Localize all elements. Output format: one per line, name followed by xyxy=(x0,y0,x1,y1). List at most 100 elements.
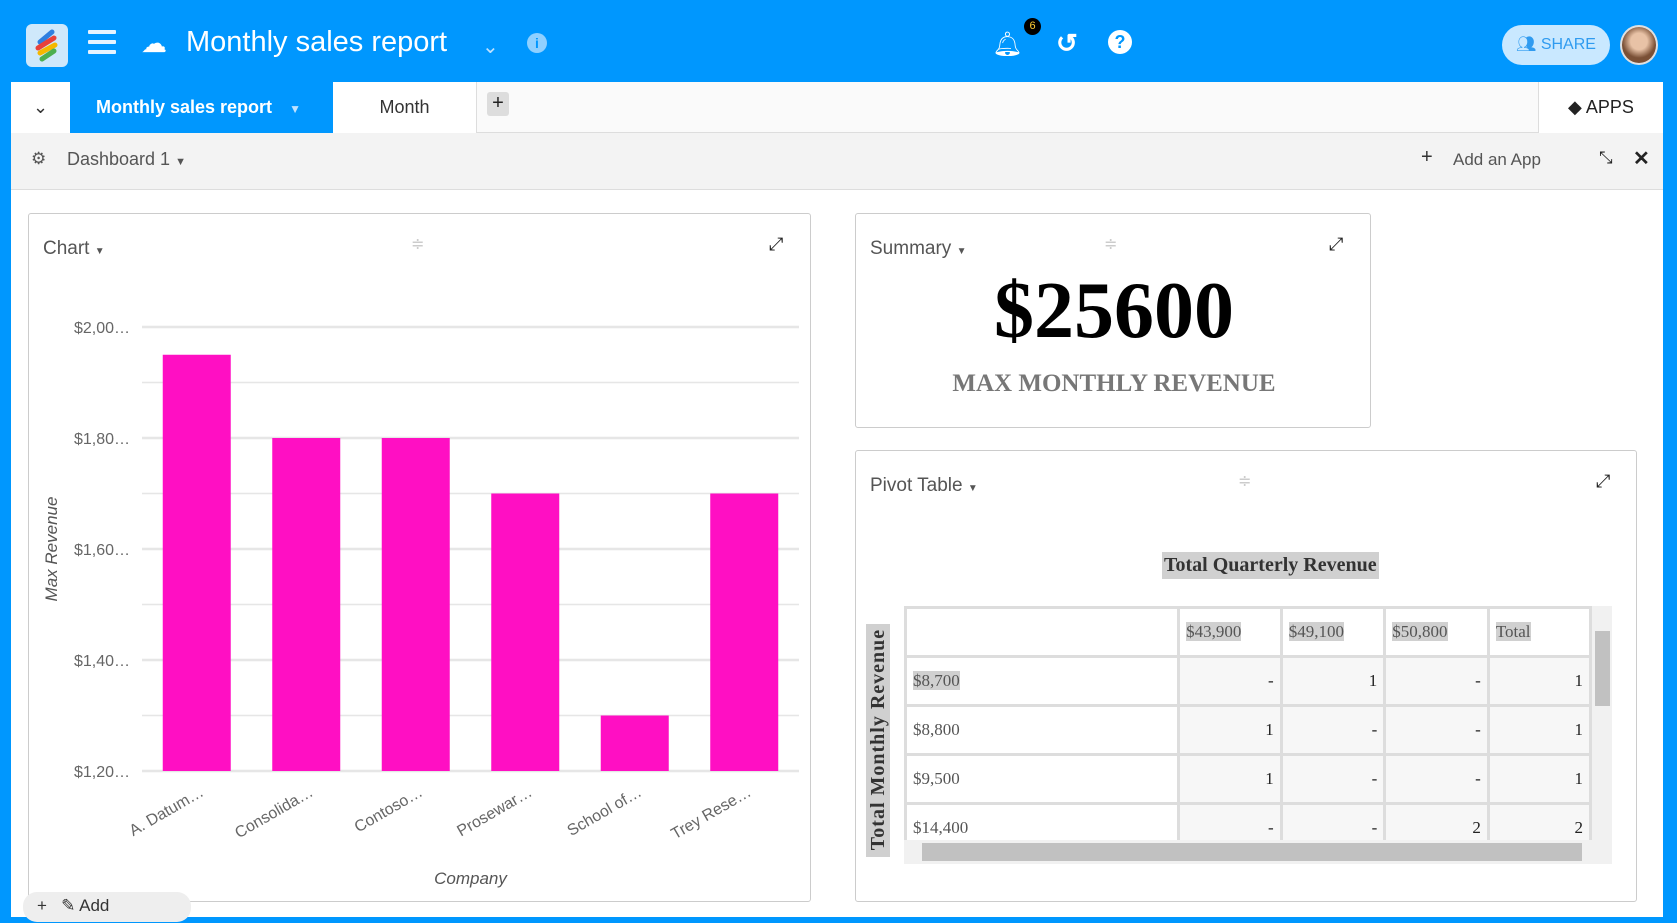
expand-icon[interactable]: ⤢ xyxy=(1329,234,1344,254)
pivot-column-header: $49,100 xyxy=(1279,606,1387,658)
scrollbar-thumb[interactable] xyxy=(1595,631,1610,706)
x-tick-label: Prosewar… xyxy=(454,784,535,841)
shrink-icon[interactable]: ⤡ xyxy=(1599,148,1613,167)
y-tick-label: $1,20… xyxy=(74,764,130,781)
add-widget-button[interactable]: + ✎ Add xyxy=(23,892,191,922)
pivot-row-title: Total Monthly Revenue xyxy=(867,628,889,851)
bar xyxy=(162,354,231,771)
pivot-corner-cell xyxy=(904,606,1181,658)
menu-icon[interactable] xyxy=(88,30,116,56)
column-label: $43,900 xyxy=(1186,622,1242,641)
x-axis-label: Company xyxy=(434,869,508,888)
table-cell: 1 xyxy=(1486,704,1592,756)
dashboard-selector[interactable]: Dashboard 1 ▼ xyxy=(67,149,186,170)
share-button[interactable]: 👥︎ SHARE xyxy=(1502,25,1610,65)
drag-handle-icon[interactable]: ≑ xyxy=(411,236,425,253)
avatar[interactable] xyxy=(1620,25,1658,65)
summary-value: $25600 xyxy=(994,267,1234,355)
caret-down-icon: ▼ xyxy=(175,156,186,168)
y-tick-label: $1,40… xyxy=(74,653,130,670)
panel-title: Pivot Table xyxy=(870,475,963,496)
notification-badge: 6 xyxy=(1024,18,1041,35)
bar xyxy=(272,438,341,771)
bar xyxy=(600,715,669,771)
pivot-table-panel: Pivot Table ▼ ≑ ⤢ Total Quarterly Revenu… xyxy=(855,450,1637,902)
close-icon[interactable]: ✕ xyxy=(1633,148,1650,170)
pivot-table: $43,900 $49,100 $50,800 Total $8,700-1-1… xyxy=(904,606,1592,840)
column-label: $49,100 xyxy=(1288,622,1344,641)
add-tab-button[interactable]: + xyxy=(487,92,509,116)
pivot-column-header: $43,900 xyxy=(1177,606,1283,658)
table-cell: 1 xyxy=(1486,655,1592,707)
top-bar: ☁ Monthly sales report ⌄ i 🔔︎ 6 ↺ ? 👥︎ S… xyxy=(0,0,1677,82)
table-cell: - xyxy=(1279,802,1387,840)
pivot-row-title-box: Total Monthly Revenue xyxy=(866,624,890,857)
add-app-button[interactable]: Add an App xyxy=(1453,150,1541,169)
x-tick-label: Trey Rese… xyxy=(668,784,754,843)
expand-icon[interactable]: ⤢ xyxy=(1596,471,1611,491)
dashboard-icon: ⚙ xyxy=(31,149,47,168)
y-tick-label: $1,80… xyxy=(74,431,130,448)
cloud-sync-icon: ☁ xyxy=(141,28,167,58)
table-cell: - xyxy=(1279,753,1387,805)
table-cell: 2 xyxy=(1383,802,1490,840)
document-title[interactable]: Monthly sales report xyxy=(186,26,448,58)
caret-down-icon[interactable]: ▼ xyxy=(289,102,301,116)
plus-icon: + xyxy=(1421,146,1433,168)
drag-handle-icon[interactable]: ≑ xyxy=(1104,236,1118,253)
bar xyxy=(710,493,779,771)
tab-bar: ⌄ Monthly sales report ▼ Month + ◆ APPS xyxy=(11,82,1663,133)
expand-icon[interactable]: ⤢ xyxy=(769,234,784,254)
x-tick-label: School of… xyxy=(565,784,645,840)
pivot-table-scroll[interactable]: $43,900 $49,100 $50,800 Total $8,700-1-1… xyxy=(904,606,1592,840)
table-cell: - xyxy=(1279,704,1387,756)
table-cell: 1 xyxy=(1279,655,1387,707)
dashboard-name: Dashboard 1 xyxy=(67,149,171,169)
apps-icon: ◆ xyxy=(1568,97,1586,117)
users-icon: 👥︎ xyxy=(1516,36,1541,53)
pivot-column-header: Total xyxy=(1486,606,1592,658)
history-icon[interactable]: ↺ xyxy=(1056,28,1078,58)
table-cell: - xyxy=(1383,753,1490,805)
horizontal-scrollbar[interactable] xyxy=(904,840,1612,864)
caret-down-icon: ▼ xyxy=(967,483,978,494)
help-icon[interactable]: ? xyxy=(1108,30,1132,54)
drag-handle-icon[interactable]: ≑ xyxy=(1238,473,1252,490)
chart-panel-menu[interactable]: Chart ▼ xyxy=(43,238,105,260)
collapse-icon[interactable]: ⌄ xyxy=(11,82,70,133)
y-tick-label: $1,60… xyxy=(74,542,130,559)
x-tick-label: A. Datum… xyxy=(127,784,207,840)
pivot-column-title: Total Quarterly Revenue xyxy=(1162,552,1379,579)
chevron-down-icon[interactable]: ⌄ xyxy=(482,36,499,58)
row-header: $9,500 xyxy=(904,753,1181,805)
apps-button[interactable]: ◆ APPS xyxy=(1538,82,1663,133)
table-cell: 1 xyxy=(1177,753,1283,805)
apps-label: APPS xyxy=(1585,97,1634,117)
summary-panel-menu[interactable]: Summary ▼ xyxy=(870,238,966,260)
scrollbar-thumb[interactable] xyxy=(922,843,1582,861)
table-cell: - xyxy=(1383,655,1490,707)
panel-title: Summary xyxy=(870,238,952,259)
pivot-header-row: $43,900 $49,100 $50,800 Total xyxy=(904,606,1592,658)
vertical-scrollbar[interactable] xyxy=(1592,606,1612,840)
app-logo[interactable] xyxy=(26,24,68,67)
row-header: $14,400 xyxy=(904,802,1181,840)
share-label: SHARE xyxy=(1540,36,1596,53)
tab-month[interactable]: Month xyxy=(333,82,477,133)
column-label: Total xyxy=(1495,622,1531,641)
summary-panel: Summary ▼ ≑ ⤢ $25600 MAX MONTHLY REVENUE xyxy=(855,213,1371,428)
caret-down-icon: ▼ xyxy=(94,246,105,257)
column-label: $50,800 xyxy=(1392,622,1448,641)
table-cell: 1 xyxy=(1177,704,1283,756)
bar-chart: $2,00… $1,80… $1,60… $1,40… $1,20… A. Datum… C… xyxy=(42,320,799,888)
pivot-column-header: $50,800 xyxy=(1383,606,1490,658)
bell-icon[interactable]: 🔔︎ xyxy=(992,31,1023,58)
table-row: $8,700-1-1 xyxy=(904,655,1592,707)
tab-monthly-sales-report[interactable]: Monthly sales report ▼ xyxy=(70,82,333,133)
info-icon[interactable]: i xyxy=(527,33,547,53)
table-cell: - xyxy=(1177,802,1283,840)
x-tick-label: Consolida… xyxy=(232,784,316,842)
table-row: $14,400- -2 2 xyxy=(904,802,1592,840)
y-axis-label: Max Revenue xyxy=(42,497,61,602)
pivot-panel-menu[interactable]: Pivot Table ▼ xyxy=(870,475,978,497)
